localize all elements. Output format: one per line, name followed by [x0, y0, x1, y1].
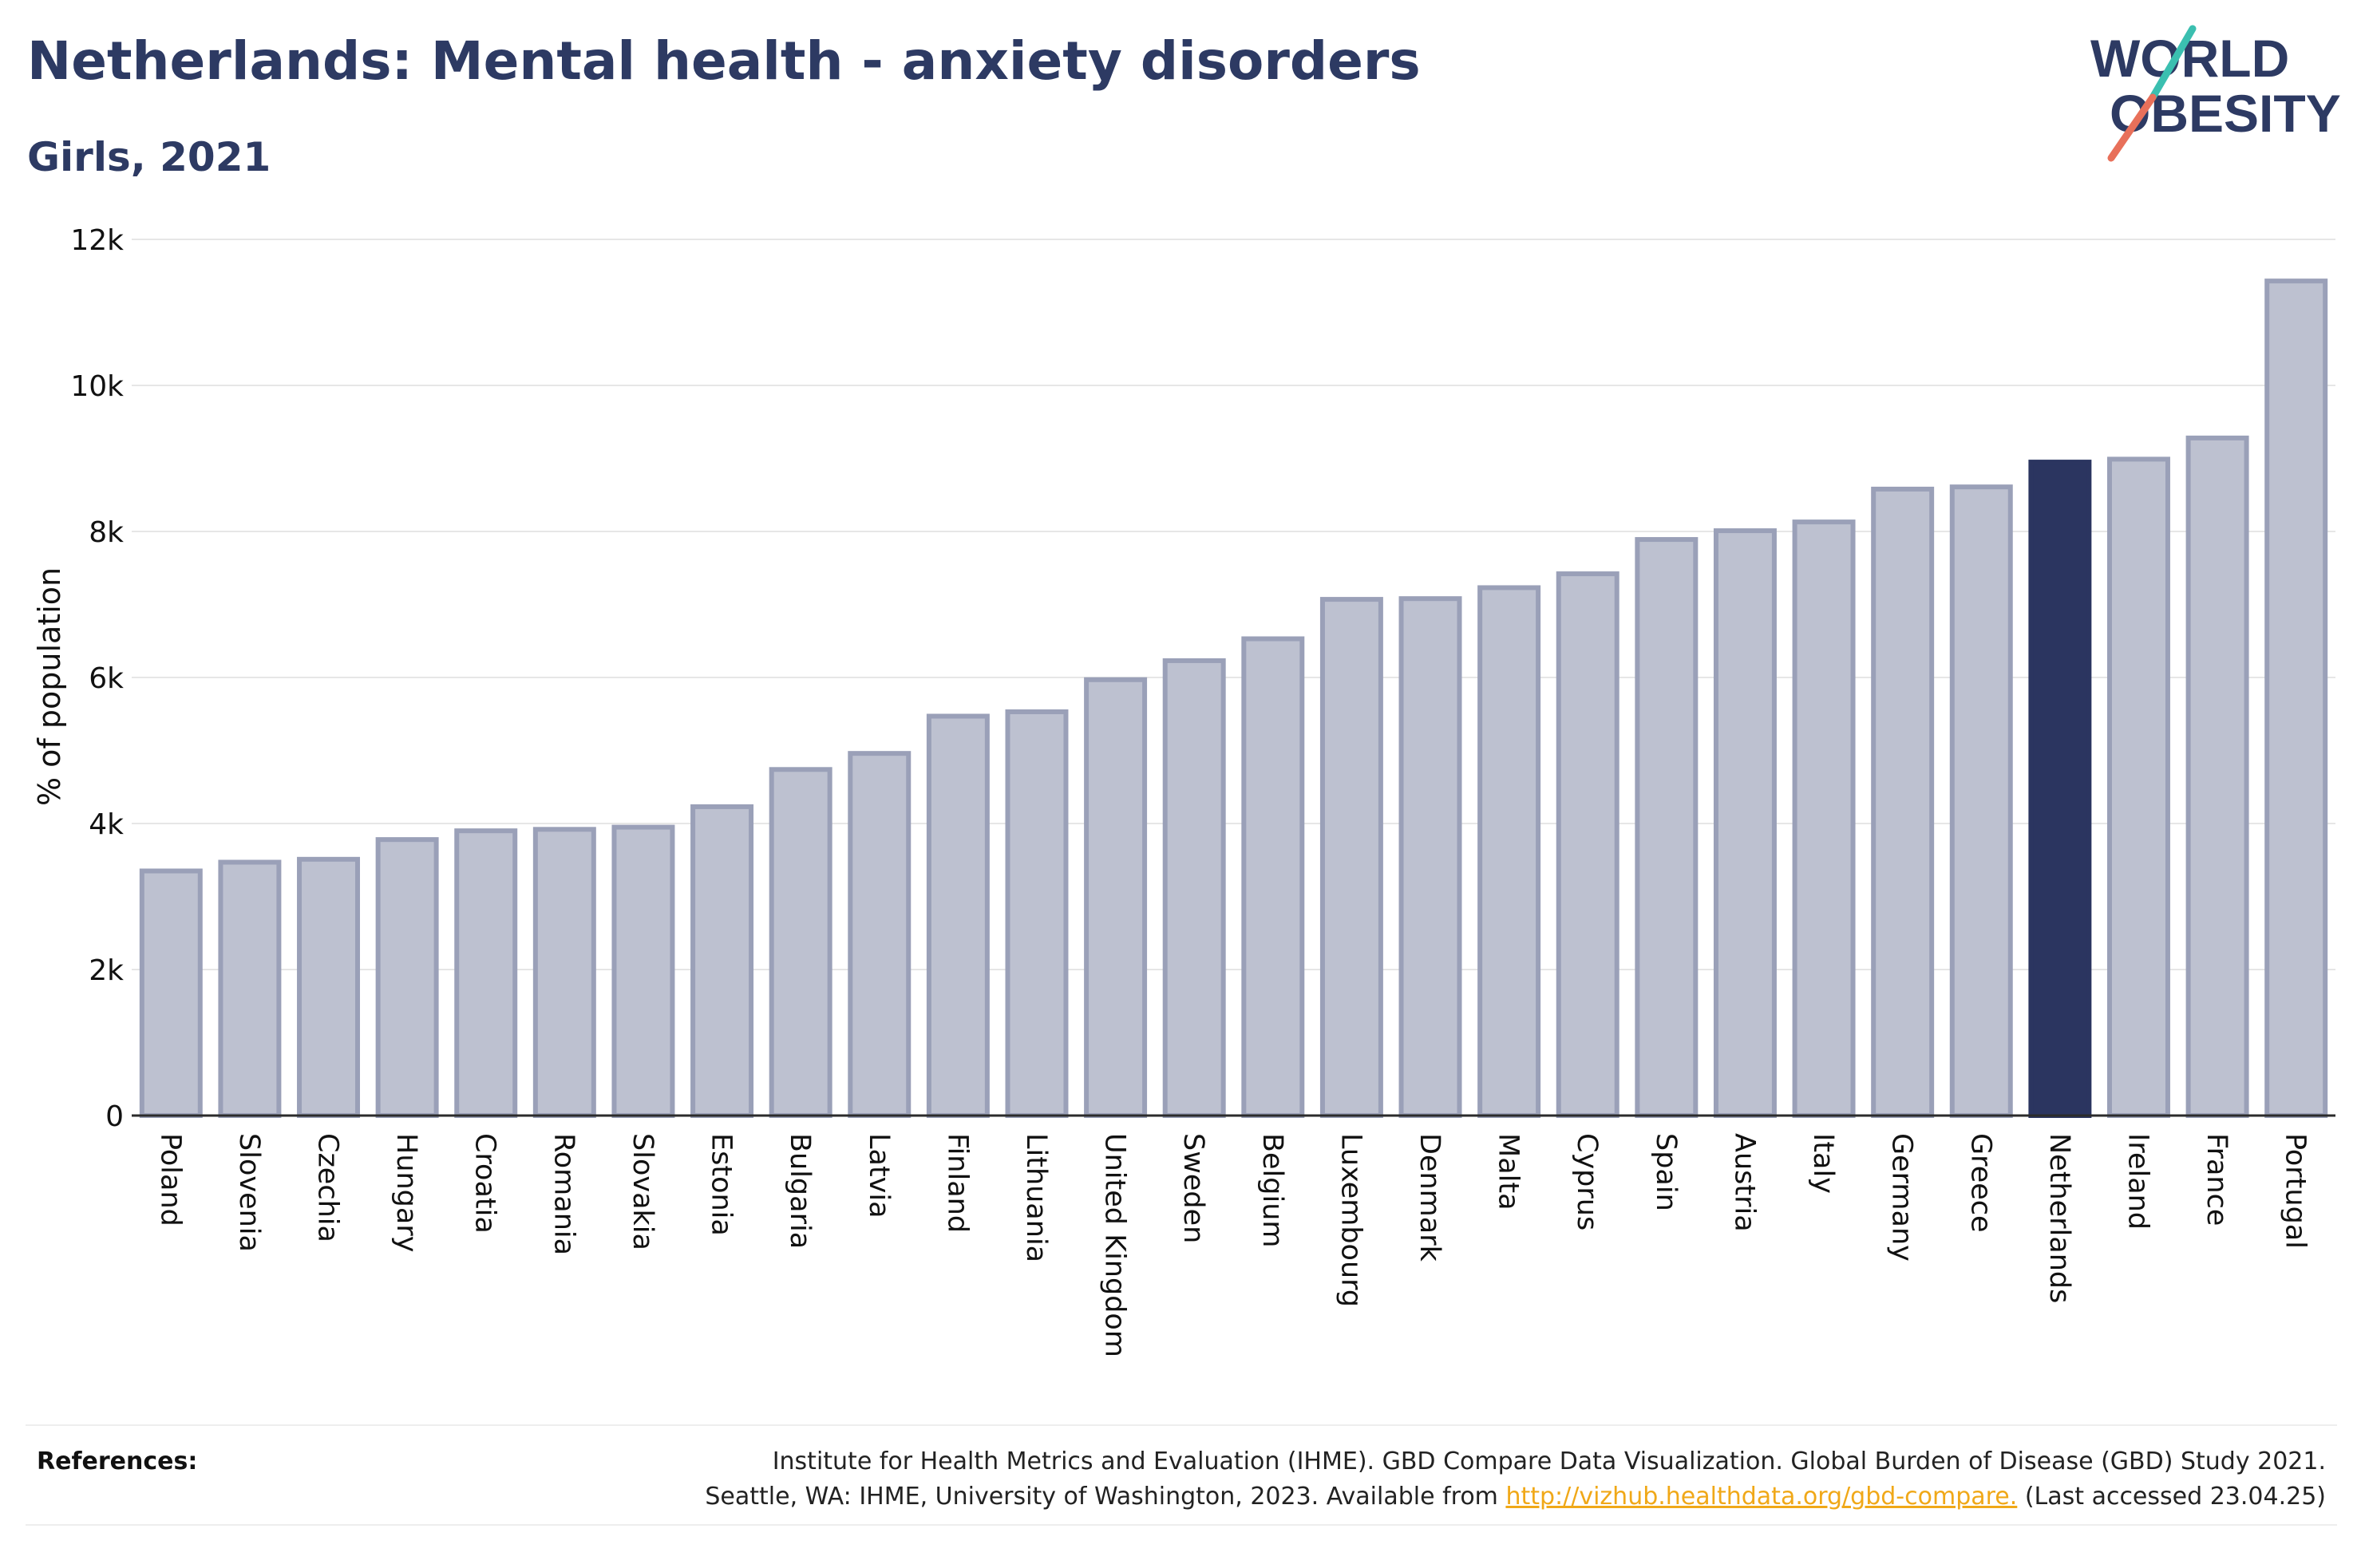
world-obesity-logo: WORLD OBESITY	[2090, 25, 2341, 162]
x-tick-label: Estonia	[706, 1133, 738, 1236]
x-tick-label: Spain	[1650, 1133, 1682, 1211]
bar-germany	[1871, 486, 1935, 1118]
y-axis-ticks: 0 2k 4k 6k 8k 10k 12k	[70, 224, 124, 1133]
bar-slovenia	[218, 859, 282, 1118]
y-tick-label: 6k	[89, 662, 124, 695]
x-tick-label: United Kingdom	[1099, 1133, 1131, 1357]
x-tick-label: Netherlands	[2043, 1133, 2075, 1303]
y-axis-label: % of population	[32, 567, 67, 806]
bar-hungary	[375, 837, 439, 1118]
x-tick-label: Croatia	[469, 1133, 501, 1234]
x-tick-label: Bulgaria	[784, 1133, 816, 1249]
x-tick-label: Poland	[154, 1133, 186, 1226]
bar-spain	[1635, 537, 1699, 1118]
bar-bulgaria	[769, 767, 832, 1118]
x-tick-label: Ireland	[2122, 1133, 2153, 1230]
bar-chart: % of population 0 2k 4k 6k 8k 10k 12k Poland Sl…	[32, 224, 2335, 1357]
x-tick-label: Italy	[1807, 1133, 1839, 1194]
bar-latvia	[848, 751, 912, 1118]
x-tick-label: Lithuania	[1020, 1133, 1052, 1262]
reference-link[interactable]: http://vizhub.healthdata.org/gbd-compare…	[1505, 1483, 2018, 1511]
bar-croatia	[454, 828, 518, 1119]
x-tick-label: Finland	[941, 1133, 973, 1233]
reference-line-2: Seattle, WA: IHME, University of Washing…	[705, 1483, 2326, 1511]
bar-poland	[139, 868, 203, 1118]
bar-finland	[926, 713, 990, 1118]
bar-united-kingdom	[1084, 677, 1148, 1118]
bars	[139, 278, 2328, 1119]
bar-italy	[1792, 519, 1856, 1118]
bar-czechia	[297, 856, 361, 1118]
bar-greece	[1949, 484, 2013, 1118]
x-tick-label: France	[2201, 1133, 2232, 1226]
y-tick-label: 4k	[89, 808, 124, 841]
x-tick-label: Sweden	[1177, 1133, 1209, 1243]
bar-slovakia	[611, 824, 675, 1118]
x-tick-label: Latvia	[863, 1133, 895, 1218]
y-tick-label: 0	[105, 1100, 124, 1133]
y-tick-label: 12k	[70, 224, 124, 257]
x-tick-label: Slovenia	[233, 1133, 265, 1252]
bar-france	[2185, 435, 2249, 1118]
bar-cyprus	[1556, 571, 1619, 1118]
x-tick-label: Austria	[1728, 1133, 1760, 1232]
x-tick-label: Denmark	[1414, 1133, 1445, 1262]
x-tick-label: Hungary	[390, 1133, 422, 1252]
references-bottom-divider	[26, 1524, 2337, 1526]
y-tick-label: 8k	[89, 516, 124, 549]
bar-estonia	[690, 804, 754, 1119]
bar-netherlands	[2028, 460, 2092, 1118]
bar-austria	[1713, 528, 1777, 1118]
x-tick-label: Greece	[1964, 1133, 1996, 1233]
bar-romania	[532, 827, 596, 1118]
x-tick-label: Romania	[548, 1133, 579, 1255]
bar-luxembourg	[1319, 597, 1383, 1118]
x-axis-labels: Poland Slovenia Czechia Hungary Croatia Roman…	[154, 1133, 2311, 1357]
bar-denmark	[1398, 596, 1462, 1118]
x-tick-label: Malta	[1493, 1133, 1525, 1211]
reference-text-suffix: (Last accessed 23.04.25)	[2017, 1483, 2326, 1511]
chart-title: Netherlands: Mental health - anxiety dis…	[27, 30, 1421, 92]
x-tick-label: Portugal	[2280, 1133, 2312, 1249]
bar-ireland	[2106, 456, 2170, 1118]
chart-subtitle: Girls, 2021	[27, 134, 271, 180]
bar-malta	[1477, 585, 1541, 1118]
x-tick-label: Czechia	[312, 1133, 344, 1242]
x-tick-label: Germany	[1886, 1133, 1918, 1262]
bar-lithuania	[1005, 709, 1069, 1118]
slash-logo-icon	[2107, 25, 2197, 162]
y-tick-label: 10k	[70, 370, 124, 403]
x-tick-label: Slovakia	[627, 1133, 658, 1250]
x-tick-label: Belgium	[1256, 1133, 1288, 1248]
bar-portugal	[2264, 278, 2328, 1118]
bar-belgium	[1241, 636, 1305, 1118]
logo-text-obesity: OBESITY	[2110, 84, 2341, 143]
reference-text-prefix: Seattle, WA: IHME, University of Washing…	[705, 1483, 1506, 1511]
x-tick-label: Luxembourg	[1335, 1133, 1366, 1307]
reference-line-1: Institute for Health Metrics and Evaluat…	[772, 1448, 2326, 1475]
x-tick-label: Cyprus	[1571, 1133, 1603, 1230]
references-label: References:	[37, 1448, 198, 1475]
bar-sweden	[1162, 658, 1226, 1118]
y-tick-label: 2k	[89, 954, 124, 987]
references-top-divider	[26, 1424, 2337, 1426]
